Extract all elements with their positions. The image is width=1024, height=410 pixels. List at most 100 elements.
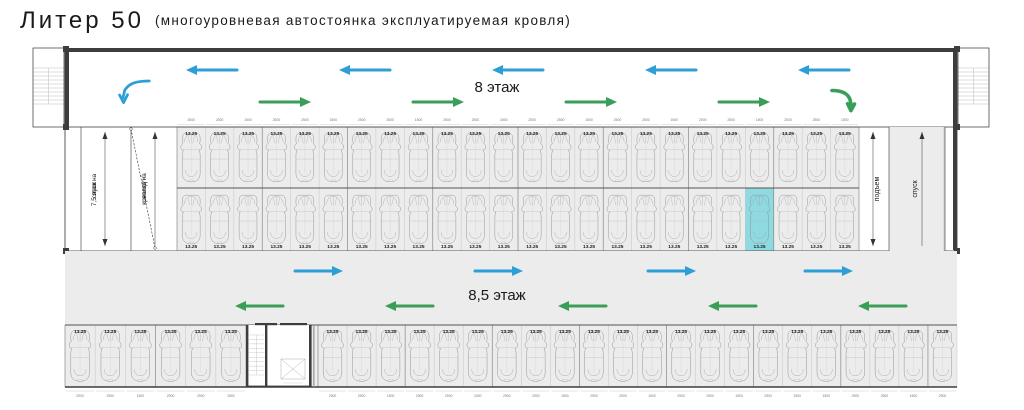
- svg-text:2900: 2900: [793, 394, 801, 398]
- svg-text:1500: 1500: [910, 394, 918, 398]
- svg-text:13.25: 13.25: [242, 131, 254, 137]
- svg-text:1500: 1500: [244, 118, 252, 122]
- svg-text:13.25: 13.25: [441, 131, 453, 137]
- svg-text:2500: 2500: [443, 118, 451, 122]
- svg-text:1500: 1500: [585, 118, 593, 122]
- svg-text:13.25: 13.25: [697, 244, 709, 250]
- svg-text:13.25: 13.25: [443, 329, 455, 335]
- svg-text:13.25: 13.25: [697, 131, 709, 137]
- svg-text:1500: 1500: [137, 394, 145, 398]
- svg-text:13.25: 13.25: [588, 329, 600, 335]
- svg-text:13.25: 13.25: [526, 244, 538, 250]
- svg-text:13.25: 13.25: [849, 329, 861, 335]
- svg-text:13.25: 13.25: [214, 244, 226, 250]
- svg-text:13.25: 13.25: [839, 244, 851, 250]
- svg-text:2900: 2900: [677, 394, 685, 398]
- svg-text:1500: 1500: [735, 394, 743, 398]
- svg-text:1500: 1500: [474, 394, 482, 398]
- svg-text:13.25: 13.25: [555, 131, 567, 137]
- svg-text:2900: 2900: [445, 394, 453, 398]
- svg-text:13.25: 13.25: [327, 329, 339, 335]
- svg-text:2900: 2900: [881, 394, 889, 398]
- svg-text:2900: 2900: [590, 394, 598, 398]
- svg-text:13.25: 13.25: [185, 131, 197, 137]
- svg-text:13.25: 13.25: [185, 244, 197, 250]
- svg-text:13.25: 13.25: [640, 131, 652, 137]
- svg-text:13.25: 13.25: [725, 244, 737, 250]
- svg-text:13.25: 13.25: [583, 244, 595, 250]
- svg-text:13.25: 13.25: [733, 329, 745, 335]
- svg-text:спуск: спуск: [912, 179, 919, 197]
- svg-text:2900: 2900: [76, 394, 84, 398]
- svg-text:2500: 2500: [614, 118, 622, 122]
- svg-text:1500: 1500: [387, 394, 395, 398]
- svg-text:1500: 1500: [415, 118, 423, 122]
- svg-text:1500: 1500: [227, 394, 235, 398]
- svg-text:13.25: 13.25: [356, 244, 368, 250]
- svg-text:13.25: 13.25: [820, 329, 832, 335]
- svg-text:13.25: 13.25: [472, 329, 484, 335]
- svg-text:13.25: 13.25: [469, 131, 481, 137]
- svg-text:13.25: 13.25: [583, 131, 595, 137]
- svg-text:13.25: 13.25: [327, 244, 339, 250]
- svg-text:13.25: 13.25: [356, 329, 368, 335]
- svg-text:2500: 2500: [699, 118, 707, 122]
- svg-text:13.25: 13.25: [617, 329, 629, 335]
- svg-text:2900: 2900: [764, 394, 772, 398]
- svg-text:13.25: 13.25: [413, 131, 425, 137]
- svg-text:2500: 2500: [642, 118, 650, 122]
- svg-text:2500: 2500: [273, 118, 281, 122]
- svg-text:2500: 2500: [472, 118, 480, 122]
- svg-text:2500: 2500: [557, 118, 565, 122]
- svg-text:2900: 2900: [503, 394, 511, 398]
- svg-text:13.25: 13.25: [413, 244, 425, 250]
- svg-text:13.25: 13.25: [907, 329, 919, 335]
- svg-text:1500: 1500: [648, 394, 656, 398]
- svg-text:13.25: 13.25: [611, 131, 623, 137]
- svg-text:13.25: 13.25: [839, 131, 851, 137]
- svg-text:(многоуровневая автостоянка эк: (многоуровневая автостоянка эксплуатируе…: [155, 13, 571, 28]
- svg-text:13.25: 13.25: [754, 244, 766, 250]
- svg-text:1500: 1500: [330, 118, 338, 122]
- svg-text:2500: 2500: [216, 118, 224, 122]
- svg-text:2900: 2900: [106, 394, 114, 398]
- svg-text:13.25: 13.25: [725, 131, 737, 137]
- svg-text:1500: 1500: [756, 118, 764, 122]
- svg-text:13.25: 13.25: [225, 329, 237, 335]
- svg-text:13.25: 13.25: [498, 131, 510, 137]
- svg-text:13.25: 13.25: [242, 244, 254, 250]
- svg-text:13.25: 13.25: [668, 244, 680, 250]
- svg-text:2500: 2500: [528, 118, 536, 122]
- svg-text:2900: 2900: [939, 394, 947, 398]
- svg-text:13.25: 13.25: [270, 131, 282, 137]
- svg-text:2900: 2900: [358, 394, 366, 398]
- svg-text:13.25: 13.25: [640, 244, 652, 250]
- svg-text:2900: 2900: [532, 394, 540, 398]
- svg-text:13.25: 13.25: [810, 131, 822, 137]
- svg-text:13.25: 13.25: [559, 329, 571, 335]
- svg-text:2900: 2900: [167, 394, 175, 398]
- svg-text:13.25: 13.25: [74, 329, 86, 335]
- svg-text:2500: 2500: [813, 118, 821, 122]
- svg-text:2500: 2500: [358, 118, 366, 122]
- svg-text:кровлю: кровлю: [141, 183, 148, 205]
- svg-text:13.25: 13.25: [791, 329, 803, 335]
- svg-text:13.25: 13.25: [762, 329, 774, 335]
- svg-text:13.25: 13.25: [165, 329, 177, 335]
- svg-text:подъем: подъем: [874, 177, 881, 202]
- svg-text:8,5 этаж: 8,5 этаж: [468, 287, 525, 304]
- svg-text:13.25: 13.25: [668, 131, 680, 137]
- svg-text:1500: 1500: [841, 118, 849, 122]
- svg-text:13.25: 13.25: [555, 244, 567, 250]
- svg-text:13.25: 13.25: [782, 244, 794, 250]
- svg-text:13.25: 13.25: [441, 244, 453, 250]
- svg-text:2500: 2500: [386, 118, 394, 122]
- svg-text:13.25: 13.25: [810, 244, 822, 250]
- svg-text:13.25: 13.25: [384, 244, 396, 250]
- svg-text:13.25: 13.25: [530, 329, 542, 335]
- svg-text:Литер 50: Литер 50: [20, 7, 144, 34]
- svg-text:13.25: 13.25: [704, 329, 716, 335]
- svg-text:13.25: 13.25: [384, 131, 396, 137]
- svg-text:2900: 2900: [619, 394, 627, 398]
- svg-text:2900: 2900: [852, 394, 860, 398]
